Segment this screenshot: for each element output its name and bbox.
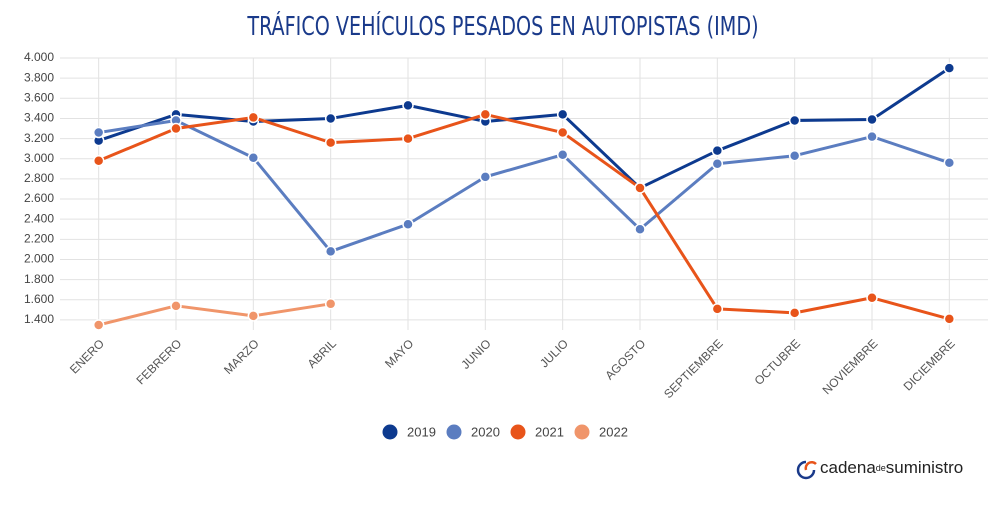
data-point [92,319,105,331]
data-point [92,155,105,167]
data-point [943,313,956,325]
data-point [92,126,105,139]
plot-area: 1.400 1.600 1.800 2.000 2.200 2.400 2.600 2.800… [24,50,988,401]
y-tick-label: 2.400 [24,211,54,225]
logo-icon [796,460,816,480]
data-point [943,157,956,169]
legend-label: 2022 [599,424,628,439]
data-point [788,149,801,162]
data-point [866,130,878,143]
y-tick-label: 3.200 [24,131,54,145]
x-tick-label: JULIO [537,336,571,370]
data-point [556,108,569,121]
series-line [98,302,331,327]
y-tick-label: 2.200 [24,232,54,246]
data-point [634,223,646,236]
legend-label: 2021 [535,424,564,439]
data-point [324,245,337,258]
x-tick-label: FEBRERO [133,336,184,387]
data-point [247,310,260,322]
data-point [170,300,182,312]
x-tick-label: AGOSTO [602,336,648,382]
y-tick-label: 2.800 [24,171,54,185]
x-tick-label: ENERO [67,336,107,376]
legend-marker [382,424,398,440]
x-tick-label: DICIEMBRE [901,336,958,393]
y-tick-label: 3.800 [24,70,54,84]
y-tick-label: 2.000 [24,252,54,266]
y-tick-label: 2.600 [24,191,54,205]
data-point [479,171,492,183]
y-tick-label: 3.400 [24,111,54,125]
x-tick-label: ABRIL [305,336,340,371]
data-point [943,62,956,74]
y-tick-label: 1.600 [24,292,54,306]
y-tick-label: 3.600 [24,90,54,104]
x-tick-label: JUNIO [458,336,493,371]
data-point [788,114,801,127]
data-point [324,298,337,310]
chart-title: TRÁFICO VEHÍCULOS PESADOS EN AUTOPISTAS … [246,11,758,42]
data-point [247,151,260,164]
data-point [711,144,724,157]
data-point [556,148,569,161]
y-tick-label: 1.800 [24,272,54,286]
data-point [866,113,878,126]
series-line [98,66,951,190]
series-line [98,112,950,321]
y-tick-label: 1.400 [24,312,54,326]
logo-text: cadenadesuministro [820,458,963,477]
legend-label: 2019 [407,424,436,439]
data-point [866,292,878,304]
logo: cadenadesuministro [796,458,963,480]
data-point [402,218,414,230]
data-point [402,99,414,112]
x-tick-label: OCTUBRE [752,336,803,387]
x-tick-label: MAYO [382,336,416,370]
data-point [634,182,646,194]
legend: 2019 2020 2021 2022 [382,424,628,440]
y-tick-label: 4.000 [24,50,54,64]
data-point [170,122,182,135]
data-point [324,136,337,149]
legend-marker [510,424,526,440]
data-point [479,108,492,121]
legend-marker [446,424,462,440]
logo-icon [804,461,817,471]
logo-join: de [876,463,886,473]
y-tick-label: 3.000 [24,151,54,165]
x-tick-label: SEPTIEMBRE [661,336,726,401]
data-point [402,132,414,145]
data-point [711,303,724,315]
x-tick-label: MARZO [221,336,262,377]
data-point [711,158,724,170]
series-line [98,118,950,253]
x-tick-label: NOVIEMBRE [820,336,881,397]
data-point [247,111,260,124]
logo-brand: cadena [820,458,876,477]
legend-marker [574,424,590,440]
logo-rest: suministro [886,458,963,477]
data-point [788,307,801,319]
data-point [324,112,337,125]
data-point [556,126,569,139]
legend-label: 2020 [471,424,500,439]
